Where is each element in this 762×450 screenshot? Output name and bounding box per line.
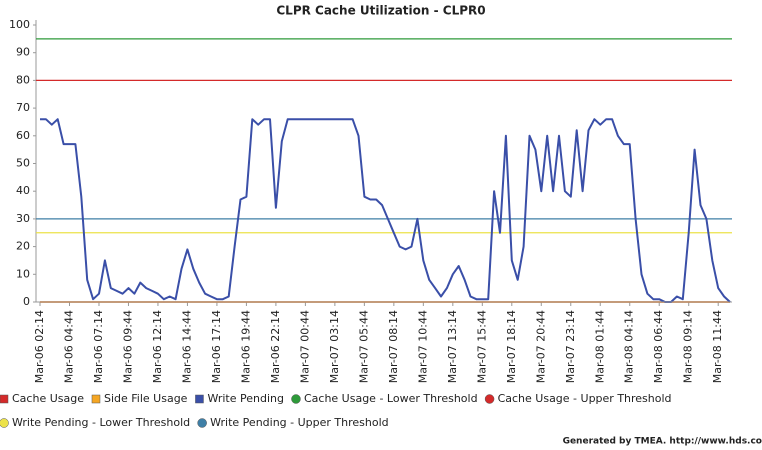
legend-label: Cache Usage xyxy=(12,392,84,405)
legend-marker xyxy=(91,394,101,404)
x-tick-label: Mar-07 20:44 xyxy=(534,310,547,383)
series-line xyxy=(40,118,731,303)
x-tick-label: Mar-07 13:14 xyxy=(446,310,459,383)
x-tick-label: Mar-07 00:44 xyxy=(298,310,311,383)
chart-title: CLPR Cache Utilization - CLPR0 xyxy=(276,4,485,18)
legend-marker xyxy=(195,394,204,404)
x-tick-label: Mar-08 11:44 xyxy=(711,310,724,383)
legend-marker xyxy=(291,394,301,404)
y-tick-label: 10 xyxy=(16,267,30,280)
legend-label: Write Pending xyxy=(207,392,284,405)
y-tick-label: 30 xyxy=(16,212,30,225)
legend-item: Write Pending - Upper Threshold xyxy=(197,416,389,429)
y-tick-label: 60 xyxy=(16,129,30,142)
footer: Generated by TMEA. http://www.hds.co xyxy=(563,437,762,447)
x-tick-label: Mar-07 08:14 xyxy=(387,310,400,383)
legend-label: Side File Usage xyxy=(104,392,188,405)
legend-marker xyxy=(197,418,207,428)
x-tick-label: Mar-08 04:14 xyxy=(623,310,636,383)
x-tick-label: Mar-06 12:14 xyxy=(151,310,164,383)
x-tick-label: Mar-06 17:14 xyxy=(210,310,223,383)
x-tick-label: Mar-06 14:44 xyxy=(180,310,193,383)
y-tick-label: 0 xyxy=(23,295,30,308)
y-tick-label: 100 xyxy=(9,18,30,31)
legend-marker xyxy=(0,394,9,404)
x-tick-label: Mar-06 02:14 xyxy=(33,310,46,383)
x-tick-label: Mar-08 01:44 xyxy=(593,310,606,383)
legend-item: Cache Usage - Upper Threshold xyxy=(484,392,672,405)
y-tick-label: 80 xyxy=(16,73,30,86)
y-tick-label: 90 xyxy=(16,46,30,59)
y-tick-label: 20 xyxy=(16,240,30,253)
legend-item: Cache Usage xyxy=(0,392,84,405)
x-tick-label: Mar-08 06:44 xyxy=(652,310,665,383)
x-tick-label: Mar-07 23:14 xyxy=(564,310,577,383)
y-tick-label: 50 xyxy=(16,157,30,170)
x-tick-label: Mar-06 19:44 xyxy=(239,310,252,383)
legend-item: Side File Usage xyxy=(91,392,188,405)
legend-label: Cache Usage - Upper Threshold xyxy=(498,392,672,405)
x-tick-label: Mar-06 07:14 xyxy=(92,310,105,383)
x-tick-label: Mar-06 22:14 xyxy=(269,310,282,383)
x-tick-label: Mar-07 15:44 xyxy=(475,310,488,383)
legend-marker xyxy=(0,418,9,428)
x-tick-label: Mar-07 05:44 xyxy=(357,310,370,383)
x-tick-label: Mar-06 09:44 xyxy=(121,310,134,383)
legend-marker xyxy=(484,394,495,404)
x-tick-label: Mar-07 03:14 xyxy=(328,310,341,383)
legend-label: Cache Usage - Lower Threshold xyxy=(304,392,478,405)
legend-item: Cache Usage - Lower Threshold xyxy=(291,392,478,405)
x-tick-label: Mar-08 09:14 xyxy=(682,310,695,383)
legend-label: Write Pending - Upper Threshold xyxy=(210,416,389,429)
legend-item: Write Pending - Lower Threshold xyxy=(0,416,190,429)
legend-item: Write Pending xyxy=(195,392,284,405)
x-tick-label: Mar-07 18:14 xyxy=(505,310,518,383)
y-tick-label: 70 xyxy=(16,101,30,114)
legend-label: Write Pending - Lower Threshold xyxy=(12,416,190,429)
y-tick-label: 40 xyxy=(16,184,30,197)
x-tick-label: Mar-06 04:44 xyxy=(62,310,75,383)
x-tick-label: Mar-07 10:44 xyxy=(416,310,429,383)
